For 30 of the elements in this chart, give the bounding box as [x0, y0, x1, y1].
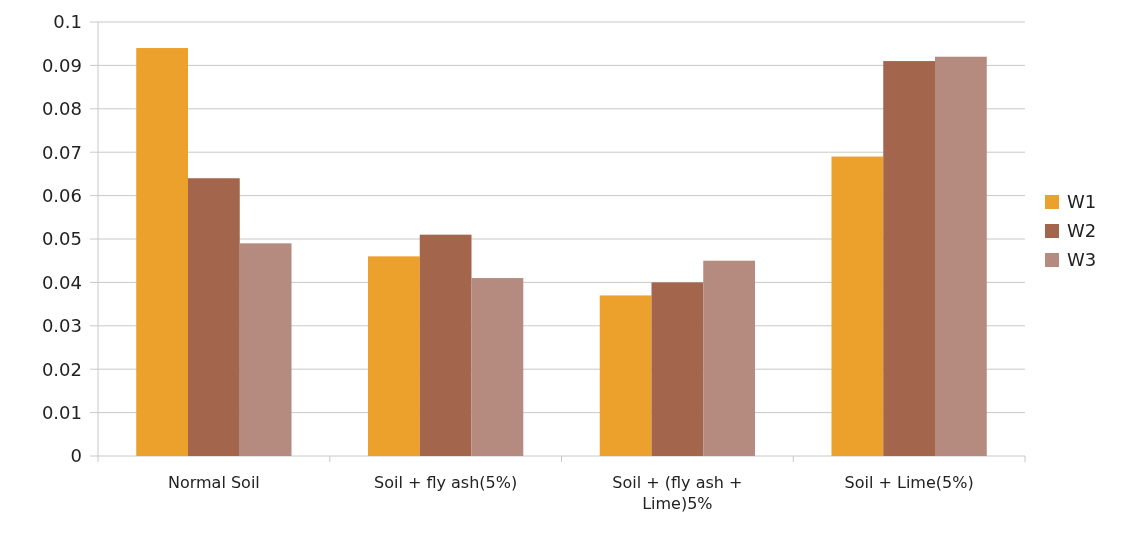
x-tick-label: Soil + Lime(5%)	[844, 473, 974, 492]
bar	[367, 256, 420, 456]
bar	[136, 48, 188, 456]
y-tick-label: 0.02	[41, 358, 82, 380]
y-tick-label: 0.07	[41, 141, 82, 163]
y-tick-label: 0.01	[41, 401, 82, 423]
bar	[831, 156, 884, 456]
y-tick-label: 0	[70, 445, 82, 467]
y-tick-label: 0.1	[53, 11, 82, 33]
x-tick-label: Soil + (fly ash + Lime)5%	[612, 473, 743, 513]
bar	[599, 295, 652, 456]
y-tick-label: 0.05	[41, 228, 82, 250]
legend-label: W1	[1067, 191, 1097, 213]
y-tick-label: 0.09	[41, 54, 82, 76]
bar	[419, 234, 472, 456]
bar	[703, 260, 756, 456]
bar	[651, 282, 704, 456]
legend-label: W2	[1067, 220, 1097, 242]
legend-label: W3	[1067, 249, 1097, 271]
x-tick-label: Soil + fly ash(5%)	[374, 473, 518, 492]
y-tick-label: 0.04	[41, 271, 82, 293]
bar	[935, 56, 987, 456]
y-tick-label: 0.08	[41, 98, 82, 120]
bar	[883, 61, 935, 456]
bar	[188, 178, 240, 456]
x-tick-label: Normal Soil	[167, 473, 260, 492]
bar	[471, 278, 524, 456]
y-tick-label: 0.06	[41, 184, 82, 206]
bar	[239, 243, 292, 456]
y-tick-label: 0.03	[41, 315, 82, 337]
